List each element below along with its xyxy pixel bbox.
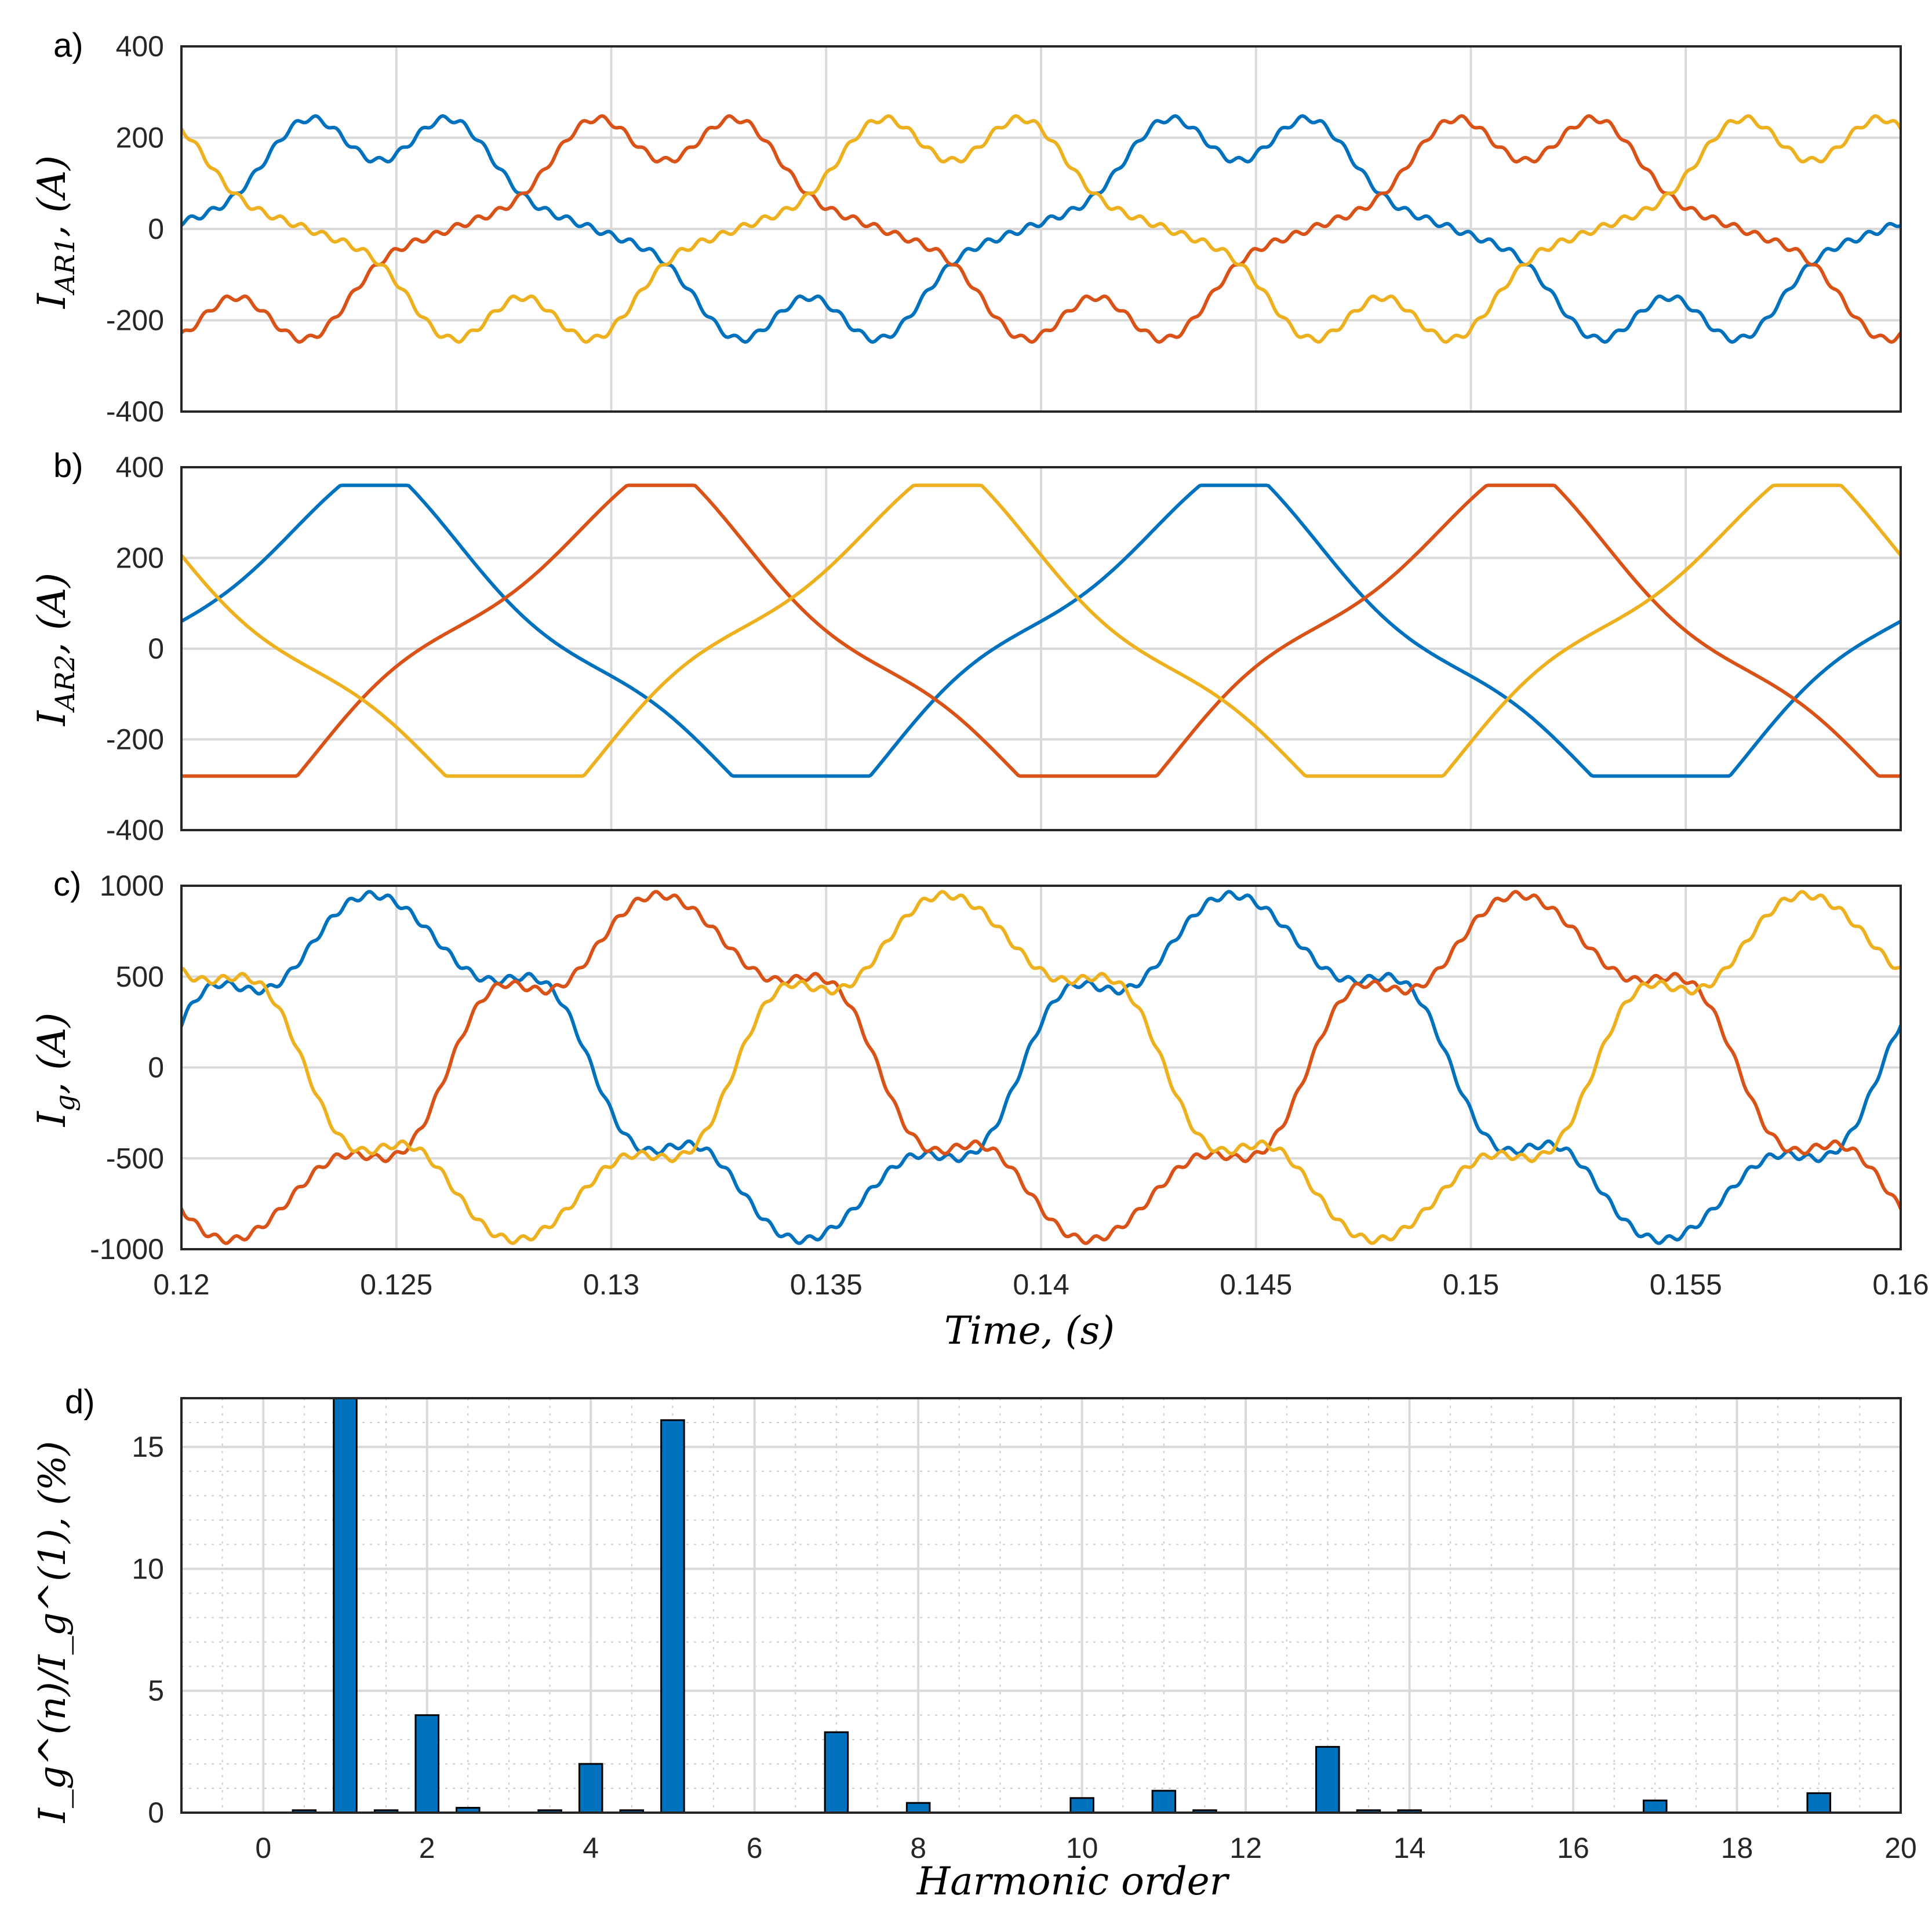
panel-d-xtick-label: 14 [1393,1832,1426,1864]
panel-c-frame [180,885,1902,1250]
panel-d-label: d) [65,1383,95,1421]
panel-a-ytick-label: 0 [148,213,164,245]
panel-a-ytick-label: 200 [116,122,164,154]
panel-d-xtick-label: 18 [1721,1832,1753,1864]
panel-d-bar-h13 [1315,1745,1340,1814]
panel-b-series-phase_c [181,483,1901,778]
panel-d-bar-h11 [1151,1789,1177,1814]
panel-a-label: a) [53,27,83,64]
panel-c-label: c) [53,865,81,903]
panel-c-xtick-label: 0.155 [1650,1268,1722,1301]
panel-d-ylabel: I_g^(n)/I_g^(1), (%) [31,1441,74,1824]
panel-b-axes: 400 200 0 -200 -400 [106,451,1902,846]
panel-d-ytick-label: 10 [132,1552,164,1585]
panel-d-xtick-label: 8 [910,1832,926,1864]
panel-d-frame [180,1397,1902,1814]
panel-b-current-ar2: b) IAR2, (A) [30,447,83,726]
panel-c-xtick-label: 0.16 [1872,1268,1929,1301]
panel-d-xtick-label: 0 [255,1832,271,1864]
panel-b-label: b) [53,447,83,485]
panel-c-ytick-label: 500 [116,961,164,993]
panel-d-harmonic-spectrum: d) I_g^(n)/I_g^(1), (%) Harmonic order [31,1383,1230,1904]
panel-d-xtick-label: 10 [1066,1832,1098,1864]
panel-d-xtick-label: 2 [419,1832,435,1864]
panel-b-ytick-label: -400 [106,814,164,846]
panel-d-xlabel: Harmonic order [916,1859,1230,1904]
panel-c-ytick-label: 0 [148,1052,164,1084]
panel-b-series-phase_b [181,483,1901,778]
panel-c-xtick-label: 0.15 [1443,1268,1499,1301]
panel-b-ytick-label: 200 [116,542,164,574]
panel-d-ytick-label: 0 [148,1796,164,1829]
panel-a-series-phase_b [181,114,1901,344]
panel-b-ytick-label: 0 [148,632,164,665]
panel-d-bar-h1 [333,1397,358,1814]
panel-d-bar-h2 [414,1714,439,1814]
panel-a-series-phase_c [181,114,1901,344]
panel-a-frame [180,45,1902,413]
panel-c-xlabel: Time, (s) [944,1308,1115,1353]
panel-d-bar-h17 [1643,1799,1668,1814]
panel-c-xtick-label: 0.135 [790,1268,863,1301]
panel-b-frame [180,466,1902,831]
panel-c-ytick-label: 1000 [100,870,164,902]
panel-c-ytick-label: -500 [106,1142,164,1174]
panel-d-bar-h7 [824,1731,849,1814]
panel-c-xtick-label: 0.14 [1013,1268,1069,1301]
panel-d-ytick-label: 5 [148,1675,164,1707]
panel-d-ytick-label: 15 [132,1431,164,1463]
panel-c-xtick-label: 0.12 [153,1268,209,1301]
panel-c-series-phase_c [181,890,1901,1245]
panel-c-xtick-label: 0.145 [1220,1268,1292,1301]
panel-a-ytick-label: -400 [106,395,164,428]
panel-d-bar-h8 [905,1802,931,1814]
panel-c-grid-current: c) Ig, (A) Time, (s) [30,865,1115,1353]
panel-c-xtick-label: 0.125 [360,1268,432,1301]
panel-a-ytick-label: -200 [106,304,164,337]
panel-d-xtick-label: 16 [1557,1832,1589,1864]
panel-a-ytick-label: 400 [116,30,164,63]
panel-c-series-phase_a [181,890,1901,1245]
panel-d-xtick-label: 20 [1884,1832,1917,1864]
panel-d-xtick-label: 6 [747,1832,763,1864]
panel-a-current-ar1: a) IAR1, (A) [30,27,83,309]
panel-b-ytick-label: -200 [106,723,164,756]
panel-a-series-phase_a [181,114,1901,344]
panel-c-ytick-label: -1000 [90,1233,164,1265]
panel-c-series-phase_b [181,890,1901,1245]
panel-c-ylabel: Ig, (A) [30,1013,81,1127]
panel-d-axes: 0 2 4 6 8 10 12 14 16 18 20 15 10 5 0 [132,1397,1917,1864]
panel-a-axes: 400 200 0 -200 -400 [106,30,1902,428]
panel-d-xtick-label: 12 [1229,1832,1262,1864]
panel-b-ylabel: IAR2, (A) [30,573,81,726]
panel-d-bar-h4 [578,1763,603,1814]
panel-a-ylabel: IAR1, (A) [30,155,81,309]
panel-d-bar-h5 [660,1419,685,1814]
panel-b-ytick-label: 400 [116,451,164,483]
panel-d-bar-h10 [1069,1797,1094,1814]
panel-d-xtick-label: 4 [583,1832,599,1864]
panel-b-series-phase_a [181,483,1901,778]
panel-c-xtick-label: 0.13 [583,1268,639,1301]
panel-d-bar-h19 [1806,1792,1832,1814]
